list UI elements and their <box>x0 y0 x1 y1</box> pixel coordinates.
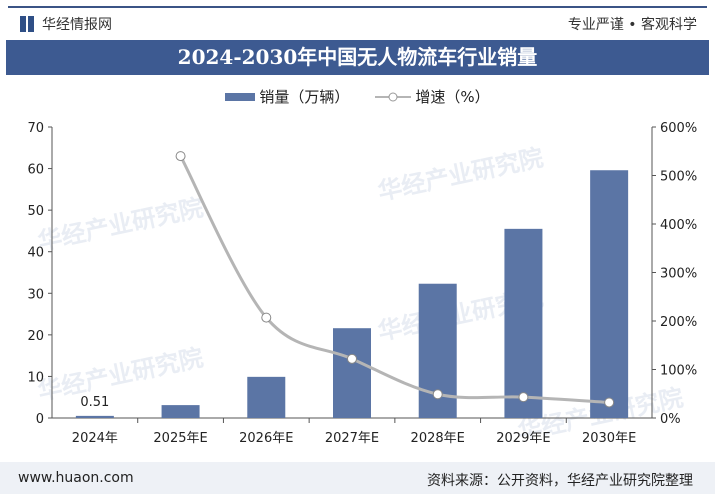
x-tick-label: 2026年E <box>239 431 293 446</box>
bar-data-label: 0.51 <box>80 395 109 410</box>
right-tick-label: 200% <box>660 315 697 330</box>
bar <box>247 376 286 418</box>
left-tick-label: 50 <box>27 204 44 219</box>
footer-source: 资料来源：公开资料，华经产业研究院整理 <box>427 473 693 489</box>
growth-point <box>175 151 186 162</box>
footer-url[interactable]: www.huaon.com <box>18 470 134 486</box>
top-rule <box>8 6 707 8</box>
x-tick-label: 2024年 <box>72 431 118 446</box>
bar <box>504 228 543 418</box>
legend-label: 销量（万辆） <box>259 88 350 106</box>
legend-line-swatch <box>375 92 412 101</box>
legend-label: 增速（%） <box>415 88 490 106</box>
left-tick-label: 20 <box>27 329 44 344</box>
legend-bar-swatch <box>225 92 256 101</box>
footer: www.huaon.com 资料来源：公开资料，华经产业研究院整理 <box>0 462 715 494</box>
left-tick-label: 30 <box>27 287 44 302</box>
right-tick-label: 600% <box>660 121 697 136</box>
brand-logo-icon <box>20 16 34 32</box>
growth-point <box>261 312 272 323</box>
brand: 华经情报网 <box>20 14 112 34</box>
bar <box>590 170 629 418</box>
watermark: 华经产业研究院 <box>375 144 545 206</box>
x-tick-label: 2029年E <box>496 431 550 446</box>
x-tick-label: 2025年E <box>153 431 207 446</box>
right-tick-label: 400% <box>660 218 697 233</box>
left-tick-label: 10 <box>27 370 44 385</box>
legend-item-sales: 销量（万辆） <box>225 86 349 107</box>
watermark: 华经产业研究院 <box>35 344 205 406</box>
growth-point <box>347 353 357 364</box>
left-tick-label: 0 <box>36 412 44 427</box>
chart-title: 2024-2030年中国无人物流车行业销量 <box>6 40 709 75</box>
growth-point <box>604 397 615 408</box>
right-tick-label: 100% <box>660 364 697 379</box>
bar <box>75 415 114 418</box>
right-tick-label: 300% <box>660 267 697 282</box>
left-tick-label: 40 <box>27 246 44 261</box>
right-tick-label: 0% <box>660 412 681 427</box>
x-tick-label: 2030年E <box>582 431 636 446</box>
x-tick-label: 2028年E <box>411 431 465 446</box>
growth-point <box>432 389 443 400</box>
left-tick-label: 60 <box>27 163 44 178</box>
legend: 销量（万辆） 增速（%） <box>0 86 715 107</box>
watermark: 华经产业研究院 <box>35 194 205 256</box>
left-tick-label: 70 <box>27 121 44 136</box>
x-tick-label: 2027年E <box>325 431 379 446</box>
growth-point <box>518 392 529 403</box>
slogan: 专业严谨 • 客观科学 <box>567 17 697 33</box>
bar <box>161 405 200 418</box>
brand-name: 华经情报网 <box>42 17 112 33</box>
legend-item-growth: 增速（%） <box>375 86 490 107</box>
right-tick-label: 500% <box>660 170 697 185</box>
bar <box>333 328 371 418</box>
